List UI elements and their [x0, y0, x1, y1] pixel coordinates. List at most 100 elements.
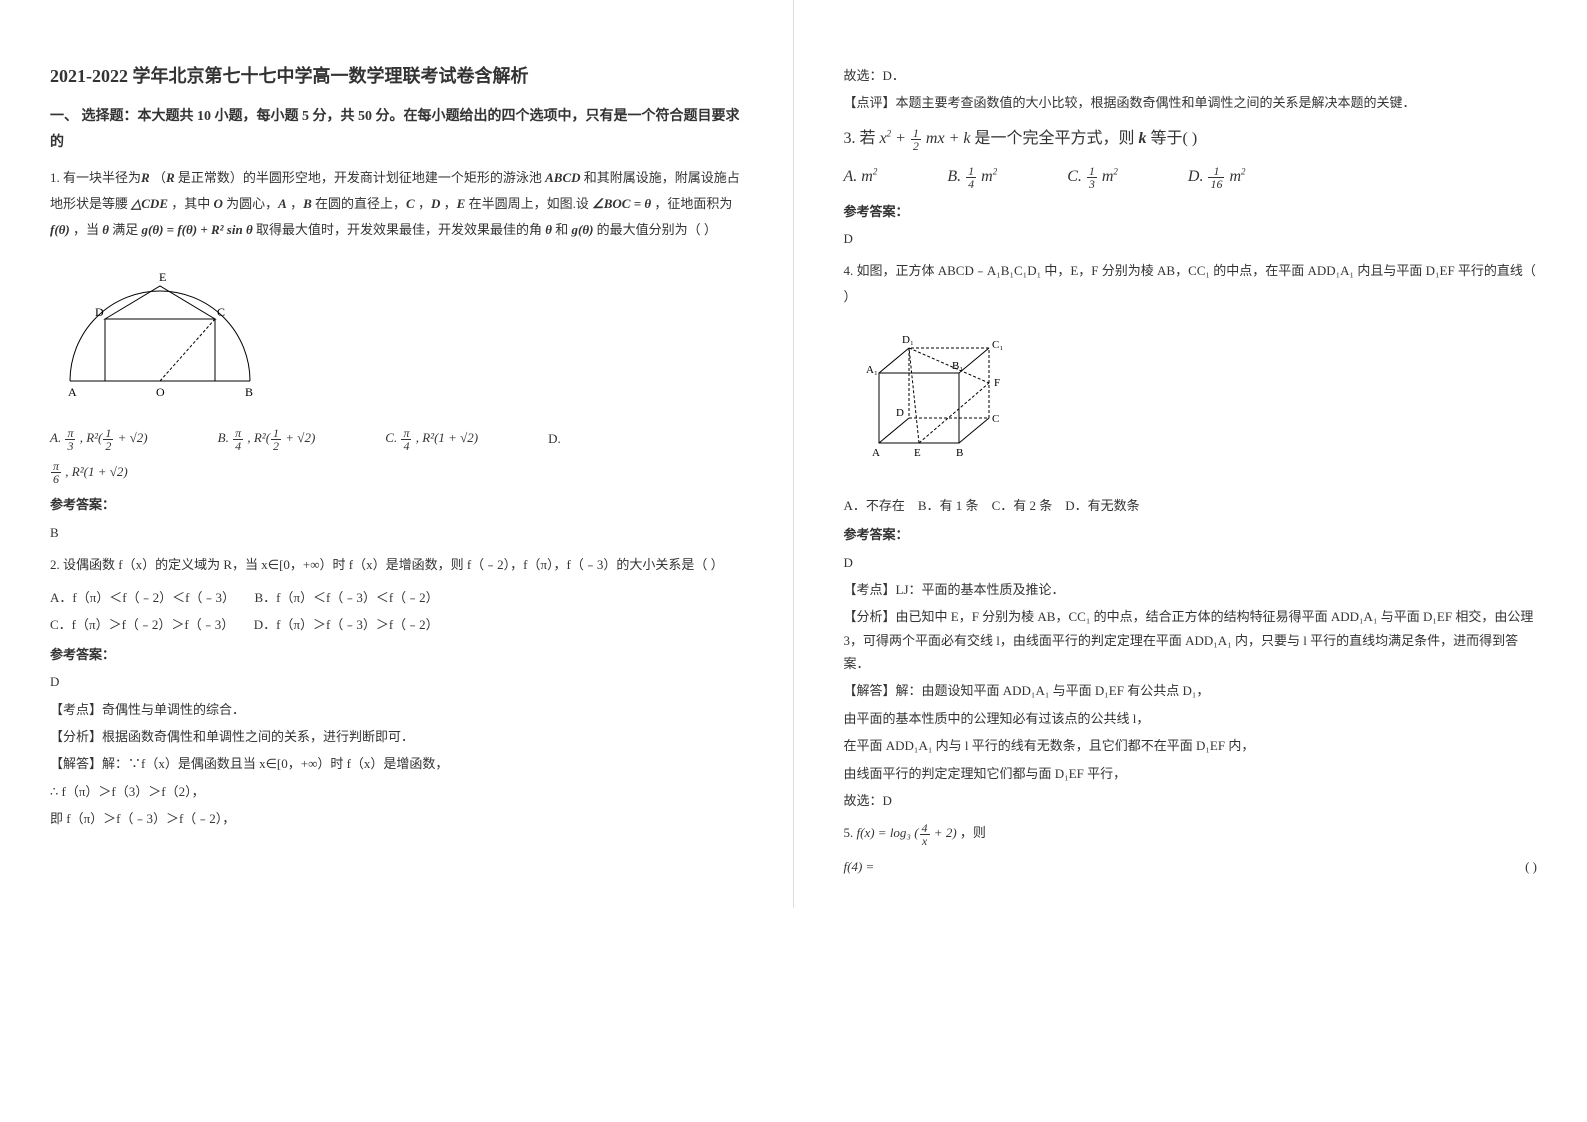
q5-paren: ( )	[1525, 855, 1537, 878]
svg-text:D: D	[95, 305, 104, 319]
f: θ	[102, 222, 109, 237]
q4-options: A．不存在 B．有 1 条 C．有 2 条 D．有无数条	[844, 494, 1538, 517]
n: π	[65, 427, 75, 440]
d: 2	[271, 440, 281, 452]
f: k	[1139, 130, 1147, 147]
t: A.	[844, 168, 858, 185]
f: A	[278, 196, 287, 211]
q1-answer: B	[50, 521, 743, 544]
t: 等于( )	[1151, 130, 1198, 147]
f: D	[431, 196, 440, 211]
t: (1 + √2)	[84, 464, 128, 479]
n: 1	[271, 427, 281, 440]
q1-semicircle-diagram: E D C A O B	[50, 261, 270, 408]
t: ，则	[960, 825, 986, 840]
d: 2	[911, 140, 921, 152]
q4-opt-b: B．有 1 条	[918, 498, 979, 513]
q3-opt-b: B. 14 m2	[947, 163, 997, 192]
t: 是一个完全平方式，则	[974, 130, 1134, 147]
t: 的最大值分别为（ ）	[597, 222, 717, 237]
question-2-stem: 2. 设偶函数 f（x）的定义域为 R，当 x∈[0，+∞）时 f（x）是增函数…	[50, 552, 743, 578]
d: 4	[401, 440, 411, 452]
f: θ	[545, 222, 552, 237]
question-3: 3. 若 x2 + 12 mx + k 是一个完全平方式，则 k 等于( )	[844, 123, 1538, 155]
q2-j4: 故选：D．	[844, 64, 1538, 87]
t: ，其中	[171, 196, 213, 211]
q2-j1: 【解答】解：∵f（x）是偶函数且当 x∈[0，+∞）时 f（x）是增函数，	[50, 752, 743, 775]
n: 1	[103, 427, 113, 440]
n: 1	[966, 165, 976, 178]
section-heading: 一、 选择题：本大题共 10 小题，每小题 5 分，共 50 分。在每小题给出的…	[50, 104, 743, 154]
q1-option-a: A. π3 , R²(12 + √2)	[50, 426, 148, 452]
q1-option-b: B. π4 , R²(12 + √2)	[218, 426, 316, 452]
q3-expr: x2 + 12 mx + k	[880, 130, 975, 147]
q4-answer: D	[844, 551, 1538, 574]
t: f(x) = log₃	[857, 825, 911, 840]
question-1: 1. 有一块半径为R （R 是正常数）的半圆形空地，开发商计划征地建一个矩形的游…	[50, 165, 743, 243]
cube-icon: A B C D A₁ B₁ C₁ D₁ E F	[844, 318, 1024, 478]
f: △CDE	[131, 196, 168, 211]
q3-answer-label: 参考答案：	[844, 200, 1538, 223]
t: C.	[1067, 168, 1082, 185]
t: 取得最大值时，开发效果最佳，开发效果最佳的角	[256, 222, 545, 237]
t: ，	[290, 196, 303, 211]
svg-text:E: E	[159, 270, 166, 284]
page-title: 2021-2022 学年北京第七十七中学高一数学理联考试卷含解析	[50, 60, 743, 92]
q2-opt-b: B．f（π）＜f（﹣3）＜f（﹣2）	[254, 590, 438, 605]
svg-text:E: E	[914, 447, 921, 459]
d: 2	[103, 440, 113, 452]
svg-text:A₁: A₁	[866, 364, 878, 376]
t: C.	[385, 430, 400, 445]
svg-text:B: B	[245, 385, 253, 399]
q4-cube-diagram: A B C D A₁ B₁ C₁ D₁ E F	[844, 318, 1538, 485]
f: B	[303, 196, 312, 211]
f: ABCD	[545, 170, 580, 185]
question-5: 5. f(x) = log₃ (4x + 2) ，则	[844, 820, 1538, 847]
q2-answer-label: 参考答案：	[50, 643, 743, 666]
d: 4	[233, 440, 243, 452]
q4-j1: 【解答】解：由题设知平面 ADD₁A₁ 与平面 D₁EF 有公共点 D₁，	[844, 679, 1538, 702]
t: ，	[444, 196, 457, 211]
q3-opt-c: C. 13 m2	[1067, 163, 1118, 192]
q2-answer: D	[50, 670, 743, 693]
q2-j2: ∴ f（π）＞f（3）＞f（2），	[50, 780, 743, 803]
q4-j3: 在平面 ADD₁A₁ 内与 l 平行的线有无数条，且它们都不在平面 D₁EF 内…	[844, 734, 1538, 757]
t: D.	[1188, 168, 1204, 185]
n: π	[401, 427, 411, 440]
f: f(θ)	[50, 222, 70, 237]
right-column: 故选：D． 【点评】本题主要考查函数值的大小比较，根据函数奇偶性和单调性之间的关…	[794, 0, 1587, 908]
f: O	[214, 196, 223, 211]
q4-opt-d: D．有无数条	[1065, 498, 1139, 513]
f: C	[406, 196, 415, 211]
t: B.	[218, 430, 232, 445]
svg-text:A: A	[872, 447, 880, 459]
d: 4	[966, 178, 976, 190]
q3-opt-d: D. 116 m2	[1188, 163, 1246, 192]
svg-text:C₁: C₁	[992, 339, 1003, 351]
q2-opt-a: A．f（π）＜f（﹣2）＜f（﹣3）	[50, 590, 235, 605]
q5-line2: f(4) = ( )	[844, 855, 1538, 878]
t: 5.	[844, 825, 857, 840]
t: 3. 若	[844, 130, 876, 147]
svg-text:A: A	[68, 385, 77, 399]
t: ，当	[73, 222, 102, 237]
n: 1	[911, 127, 921, 140]
q4-j2: 由平面的基本性质中的公理知必有过该点的公共线 l，	[844, 707, 1538, 730]
q4-kaodian: 【考点】LJ：平面的基本性质及推论．	[844, 578, 1538, 601]
n: π	[233, 427, 243, 440]
t: (1 + √2)	[434, 430, 478, 445]
d: x	[920, 835, 930, 847]
svg-text:C: C	[217, 305, 225, 319]
q3-answer: D	[844, 227, 1538, 250]
q4-answer-label: 参考答案：	[844, 523, 1538, 546]
q1-text: 1. 有一块半径为R （R 是正常数）的半圆形空地，开发商计划征地建一个矩形的游…	[50, 170, 740, 237]
t: 是正常数）的半圆形空地，开发商计划征地建一个矩形的游泳池	[178, 170, 545, 185]
f: g(θ)	[572, 222, 594, 237]
svg-text:D: D	[896, 407, 904, 419]
q1-options: A. π3 , R²(12 + √2) B. π4 , R²(12 + √2) …	[50, 426, 743, 452]
q2-opts: A．f（π）＜f（﹣2）＜f（﹣3） B．f（π）＜f（﹣3）＜f（﹣2）	[50, 586, 743, 609]
f: E	[457, 196, 466, 211]
q1-option-c: C. π4 , R²(1 + √2)	[385, 426, 478, 452]
q4-j4: 由线面平行的判定定理知它们都与面 D₁EF 平行，	[844, 762, 1538, 785]
svg-text:O: O	[156, 385, 165, 399]
